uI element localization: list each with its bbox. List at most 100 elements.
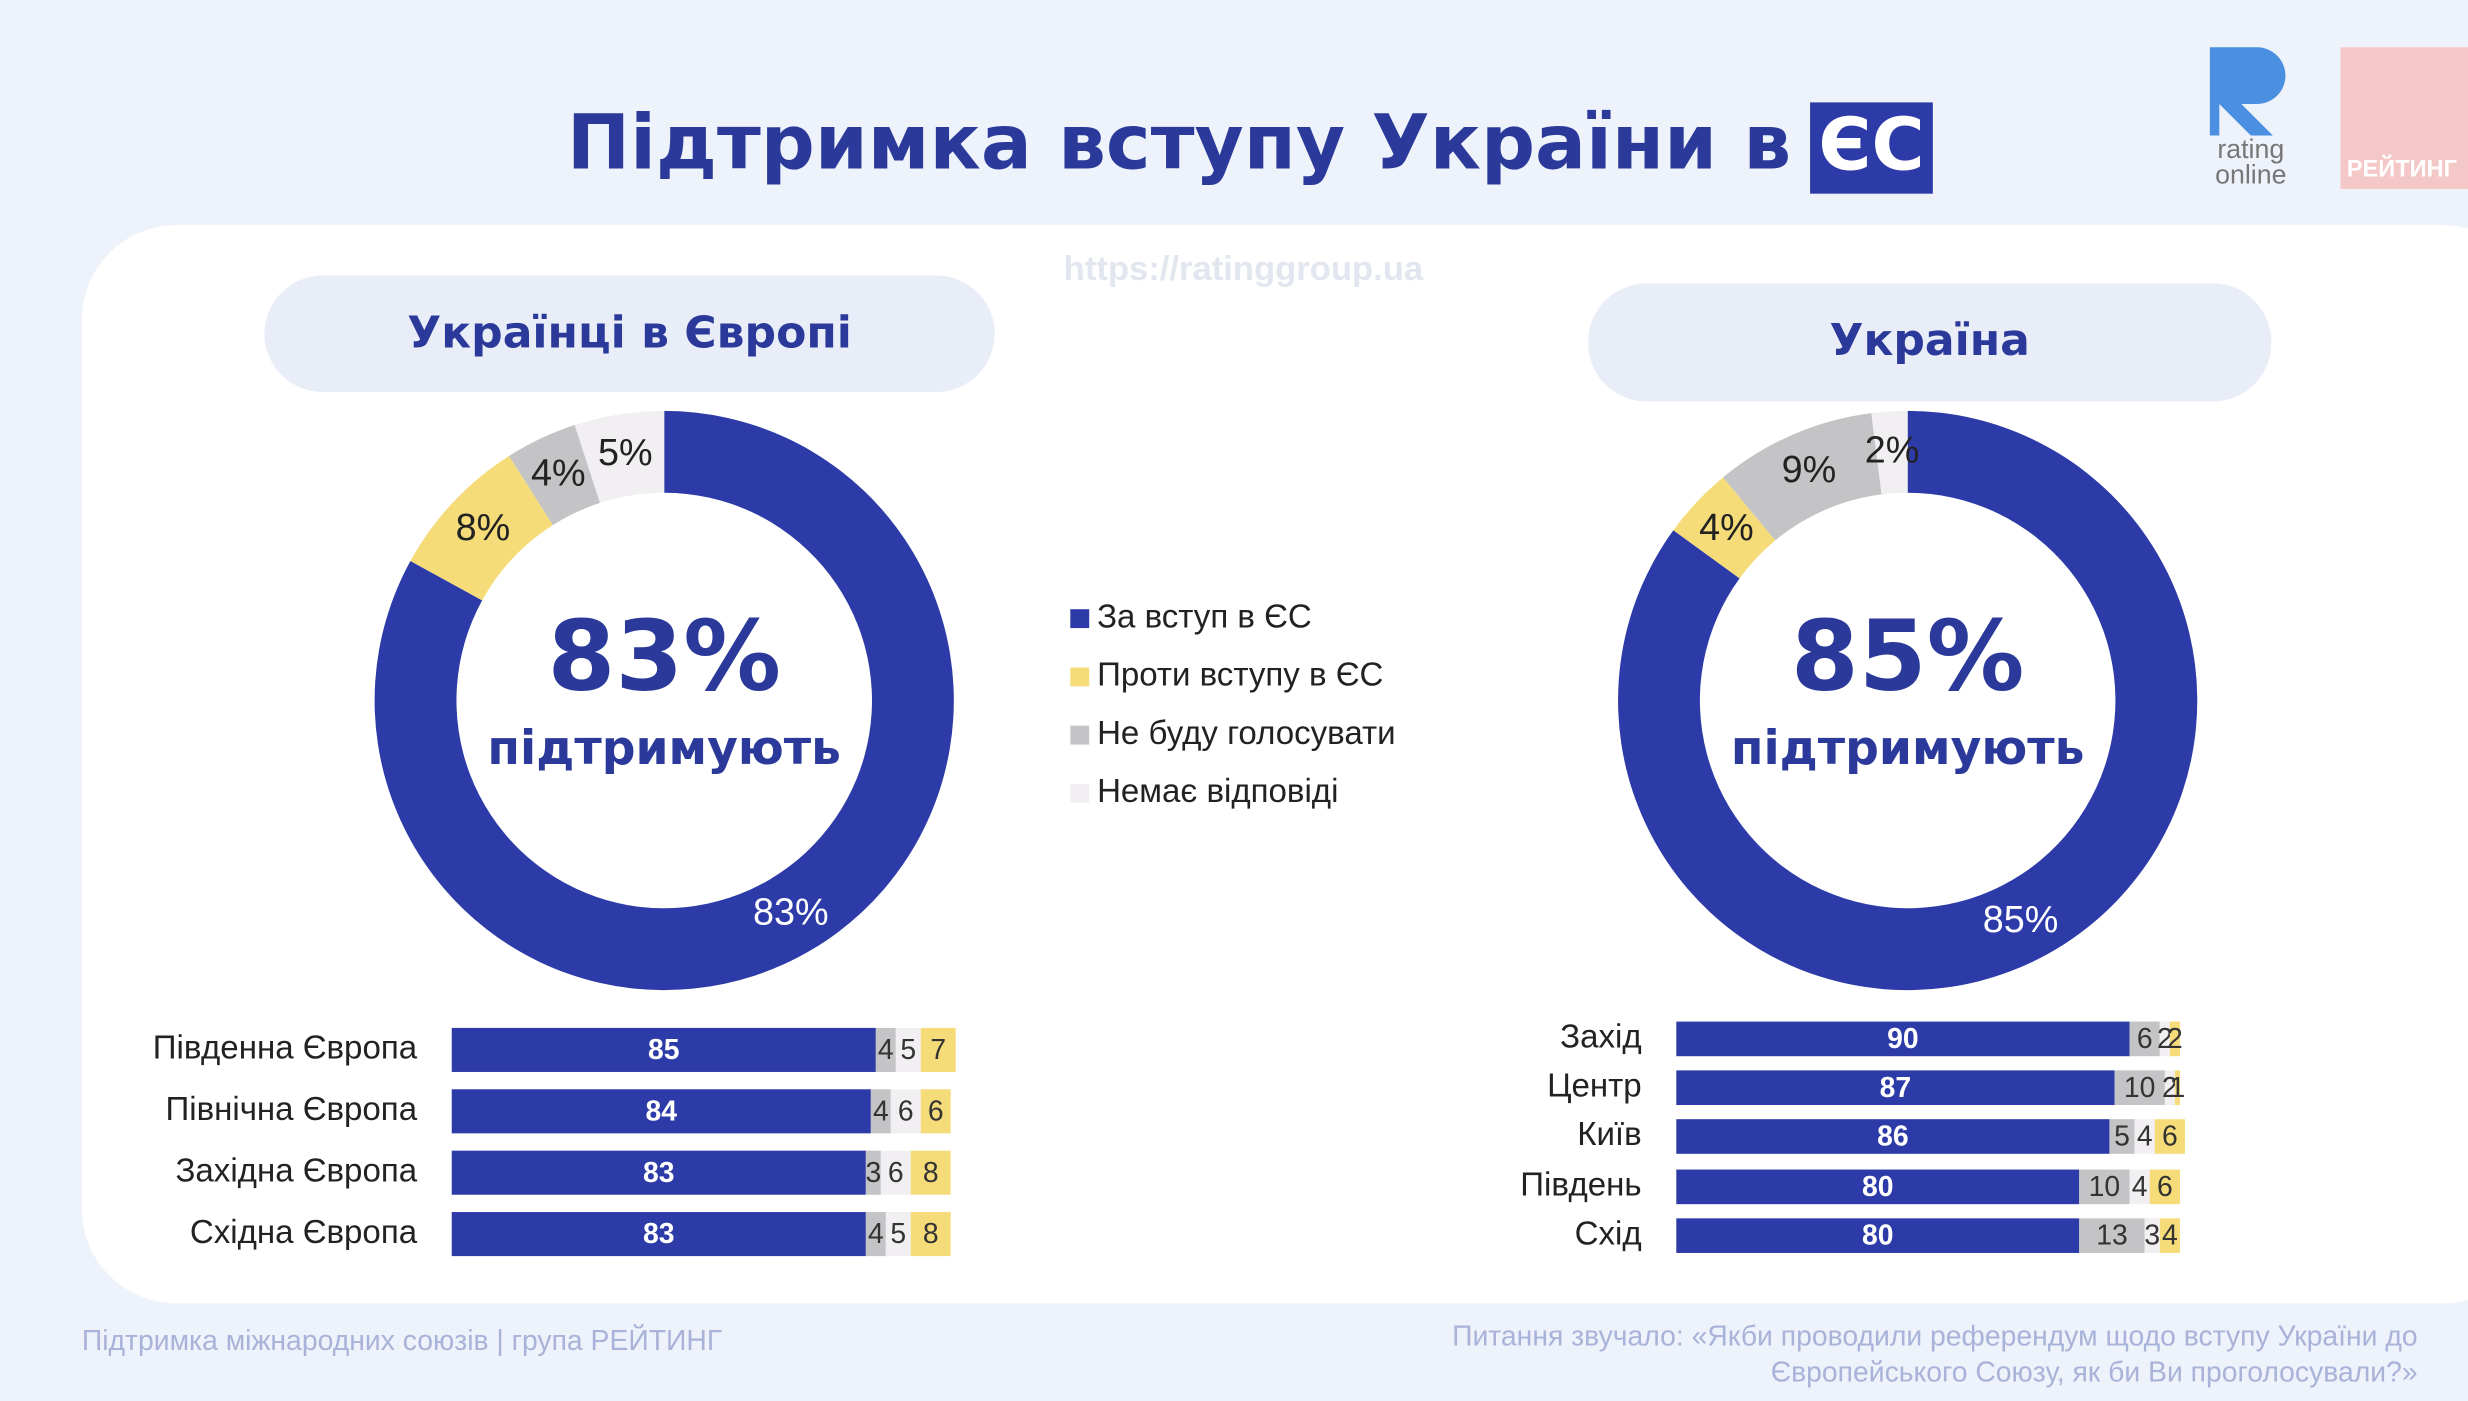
legend-swatch <box>1070 609 1090 629</box>
legend-swatch <box>1070 667 1090 687</box>
bar-label: 8 <box>923 1157 939 1189</box>
category-label: Південь <box>1520 1167 1641 1204</box>
donut-segment <box>1673 477 1776 579</box>
donut-segment <box>410 455 553 601</box>
bar-label: 5 <box>2114 1121 2130 1153</box>
logo-text: rating <box>2217 134 2284 164</box>
bar-label: 5 <box>900 1034 916 1066</box>
legend-label: Не буду голосувати <box>1097 715 1396 752</box>
center-value: 83% <box>547 600 781 714</box>
bar-label: 80 <box>1862 1220 1894 1252</box>
brand-logo <box>2340 47 2468 189</box>
bar-segment <box>2134 1119 2155 1154</box>
bar-segment <box>2159 1218 2180 1253</box>
bar-segment <box>890 1089 921 1134</box>
legend-swatch <box>1070 725 1090 745</box>
panel-title: Українці в Європі <box>407 307 852 358</box>
bar-segment <box>870 1089 891 1134</box>
donut-segment <box>509 425 601 526</box>
donut-segment <box>1723 413 1882 541</box>
bar-label: 7 <box>930 1034 946 1066</box>
donut-label: 8% <box>456 507 511 549</box>
bar-label: 2 <box>2157 1023 2173 1055</box>
bar-label: 83 <box>643 1157 675 1189</box>
bar-label: 3 <box>2144 1220 2160 1252</box>
title-badge-bg <box>1810 102 1933 194</box>
pill <box>264 275 995 392</box>
bar-segment <box>2114 1070 2165 1106</box>
bar-label: 6 <box>928 1095 944 1127</box>
category-label: Південна Європа <box>153 1030 418 1067</box>
category-label: Західна Європа <box>175 1152 417 1189</box>
watermark: https://ratinggroup.ua <box>1064 250 1424 288</box>
donut-label: 2% <box>1865 429 1920 471</box>
bar-label: 4 <box>2132 1171 2148 1203</box>
donut-label: 5% <box>598 432 653 474</box>
bar-label: 4 <box>2162 1220 2178 1252</box>
legend-label: За вступ в ЄС <box>1097 598 1312 635</box>
bar-segment <box>2154 1119 2185 1154</box>
legend-label: Проти вступу в ЄС <box>1097 657 1383 694</box>
bar-label: 2 <box>2167 1023 2183 1055</box>
bar-label: 10 <box>2124 1072 2156 1104</box>
bar-segment <box>865 1150 881 1195</box>
bar-label: 5 <box>890 1218 906 1250</box>
bar-label: 2 <box>2162 1072 2178 1104</box>
footer-right: Питання звучало: «Якби проводили референ… <box>1452 1320 2418 1352</box>
bar-label: 8 <box>923 1218 939 1250</box>
category-label: Північна Європа <box>165 1091 417 1128</box>
center-label: підтримують <box>1731 721 2085 776</box>
donut-segment <box>574 410 665 503</box>
donut-label: 4% <box>1699 507 1754 549</box>
footer-left: Підтримка міжнародних союзів | група РЕЙ… <box>82 1325 722 1357</box>
bar-segment <box>2149 1169 2180 1205</box>
bar-label: 6 <box>888 1157 904 1189</box>
bar-segment <box>2159 1021 2170 1057</box>
bar-label: 10 <box>2089 1171 2121 1203</box>
bar-segment <box>2174 1070 2180 1106</box>
bar-segment <box>875 1027 896 1072</box>
donut-label: 4% <box>531 452 586 494</box>
category-label: Центр <box>1547 1067 1642 1104</box>
bar-segment <box>2129 1169 2150 1205</box>
bar-label: 85 <box>648 1034 680 1066</box>
footer-right: Європейського Союзу, як би Ви проголосув… <box>1771 1357 2418 1389</box>
bar-segment <box>2109 1119 2135 1154</box>
bar-segment <box>1676 1070 2115 1106</box>
bar-segment <box>451 1089 871 1134</box>
bar-label: 86 <box>1877 1121 1909 1153</box>
bar-segment <box>920 1027 956 1072</box>
bar-segment <box>1676 1218 2080 1253</box>
donut-label: 9% <box>1782 449 1837 491</box>
pill <box>1588 283 2272 402</box>
category-label: Захід <box>1560 1019 1642 1056</box>
bar-segment <box>2079 1218 2145 1253</box>
bar-segment <box>895 1027 921 1072</box>
bar-segment <box>2129 1021 2160 1057</box>
category-label: Київ <box>1577 1116 1641 1153</box>
bar-label: 4 <box>2137 1121 2153 1153</box>
bar-segment <box>2144 1218 2160 1253</box>
bar-label: 6 <box>2137 1023 2153 1055</box>
bar-segment <box>2169 1021 2180 1057</box>
bar-segment <box>451 1150 866 1195</box>
bar-label: 87 <box>1880 1072 1912 1104</box>
logo-text: online <box>2215 159 2286 189</box>
title: Підтримка вступу України в <box>567 99 1791 187</box>
legend-label: Немає відповіді <box>1097 773 1338 810</box>
brand-text: РЕЙТИНГ <box>2347 154 2457 182</box>
legend-swatch <box>1070 783 1090 803</box>
bar-label: 83 <box>643 1218 675 1250</box>
bar-segment <box>885 1212 911 1257</box>
bar-label: 6 <box>2162 1121 2178 1153</box>
bar-label: 6 <box>2157 1171 2173 1203</box>
panel-title: Україна <box>1829 315 2029 366</box>
bar-label: 1 <box>2170 1072 2186 1104</box>
bar-segment <box>880 1150 911 1195</box>
bar-segment <box>1676 1169 2080 1205</box>
bar-label: 4 <box>873 1095 889 1127</box>
donut-label: 83% <box>753 892 829 934</box>
bar-label: 13 <box>2096 1220 2128 1252</box>
